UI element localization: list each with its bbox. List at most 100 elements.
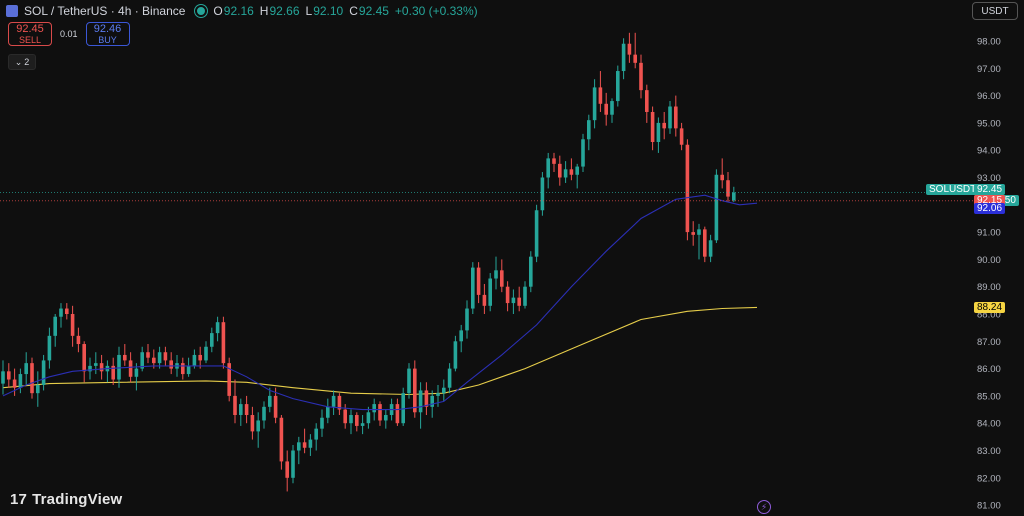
candle-body: [337, 395, 342, 410]
candle-body: [99, 363, 104, 372]
candle-body: [233, 395, 237, 416]
candle-body: [157, 352, 162, 364]
candle-body: [471, 267, 475, 309]
candle-body: [581, 139, 585, 167]
candle-body: [302, 442, 307, 448]
price-axis[interactable]: 98.0097.0096.0095.0094.0093.0092.0091.00…: [977, 37, 1001, 512]
symbol-header: SOL / TetherUS · 4h · Binance O 92.16 H 92…: [6, 3, 484, 19]
candle-body: [41, 360, 46, 385]
candle-body: [720, 174, 724, 181]
candle-body: [610, 101, 614, 115]
ohlc-low-value: 92.10: [313, 4, 344, 18]
price-axis-tick-label: 87.00: [977, 337, 1001, 348]
price-axis-tick-label: 89.00: [977, 282, 1001, 293]
slow-ma-path: [2, 306, 758, 396]
candle-body: [24, 363, 28, 375]
candle-body: [569, 169, 574, 175]
ohlc-change-value: +0.30 (+0.33%): [394, 4, 478, 18]
candle-body: [401, 393, 405, 424]
market-status-icon[interactable]: [195, 5, 208, 17]
candle-body: [465, 308, 469, 331]
candle-body: [598, 87, 603, 104]
candle-body: [349, 415, 353, 424]
price-axis-tick-label: 91.00: [977, 228, 1001, 239]
candle-body: [482, 294, 487, 306]
fast-ma-path: [2, 194, 758, 411]
spread-value: 0.01: [60, 29, 78, 39]
candle-body: [563, 169, 568, 178]
candle-body: [436, 393, 440, 396]
symbol-logo-icon: [6, 5, 18, 17]
candle-body: [314, 428, 318, 440]
candle-body: [674, 106, 678, 129]
candle-body: [517, 297, 521, 306]
candle-body: [413, 368, 417, 413]
candle-body: [732, 192, 736, 201]
price-axis-tick-label: 95.00: [977, 118, 1001, 129]
candle-body: [204, 346, 208, 361]
currency-selector[interactable]: USDT: [972, 2, 1018, 20]
sell-label: SELL: [18, 35, 42, 45]
fast-moving-average-line: [2, 194, 758, 411]
ohlc-high-key: H: [259, 4, 269, 18]
candle-body: [320, 417, 324, 429]
candle-body: [708, 240, 713, 257]
candle-body: [117, 354, 121, 380]
candle-body: [639, 62, 643, 91]
candle-body: [123, 354, 127, 361]
candle-body: [679, 128, 684, 145]
candle-body: [94, 363, 98, 366]
candle-body: [540, 177, 545, 211]
ohlc-open-value: 92.16: [223, 4, 254, 18]
candle-body: [546, 158, 550, 178]
candle-body: [511, 297, 516, 304]
candle-body: [645, 90, 649, 112]
candle-body: [285, 461, 289, 478]
candle-body: [7, 371, 11, 380]
candle-body: [529, 256, 533, 287]
chevron-down-icon: ⌄: [14, 56, 23, 67]
ohlc-high-value: 92.66: [269, 4, 300, 18]
candlestick-series: [1, 32, 736, 492]
candle-body: [366, 412, 371, 424]
candle-body: [442, 387, 446, 394]
candle-body: [192, 354, 197, 366]
candle-body: [587, 120, 591, 140]
candle-body: [146, 352, 150, 358]
indicators-toggle-button[interactable]: ⌄ 2: [8, 54, 36, 70]
candle-body: [343, 409, 347, 424]
candle-body: [558, 163, 562, 178]
candle-body: [59, 308, 63, 317]
candle-body: [668, 106, 672, 129]
price-axis-tick-label: 84.00: [977, 419, 1001, 430]
candle-body: [291, 450, 295, 478]
candle-body: [326, 406, 330, 418]
candle-body: [128, 360, 133, 377]
candle-body: [262, 406, 266, 421]
candle-body: [372, 404, 376, 413]
candle-body: [552, 158, 556, 164]
candle-body: [215, 322, 220, 334]
sell-button[interactable]: 92.45 SELL: [8, 22, 52, 46]
candle-body: [297, 442, 301, 451]
price-axis-tick-label: 85.00: [977, 391, 1001, 402]
buy-button[interactable]: 92.46 BUY: [85, 22, 130, 46]
candle-body: [221, 322, 226, 364]
tradingview-logo-icon: 17: [10, 491, 28, 508]
candle-body: [239, 404, 243, 416]
candle-body: [256, 420, 260, 432]
candle-body: [703, 229, 707, 257]
price-lines: [0, 192, 975, 202]
candle-body: [430, 395, 434, 407]
lightning-icon[interactable]: ⚡: [757, 500, 771, 514]
candle-body: [453, 341, 458, 369]
candle-body: [355, 415, 359, 426]
candle-body: [650, 111, 655, 143]
ohlc-low-key: L: [305, 4, 313, 18]
candle-body: [685, 144, 690, 233]
symbol-title[interactable]: SOL / TetherUS · 4h · Binance: [24, 4, 186, 18]
candle-body: [181, 363, 185, 375]
tradingview-logo[interactable]: 17 TradingView: [10, 491, 122, 508]
candle-body: [534, 210, 539, 257]
